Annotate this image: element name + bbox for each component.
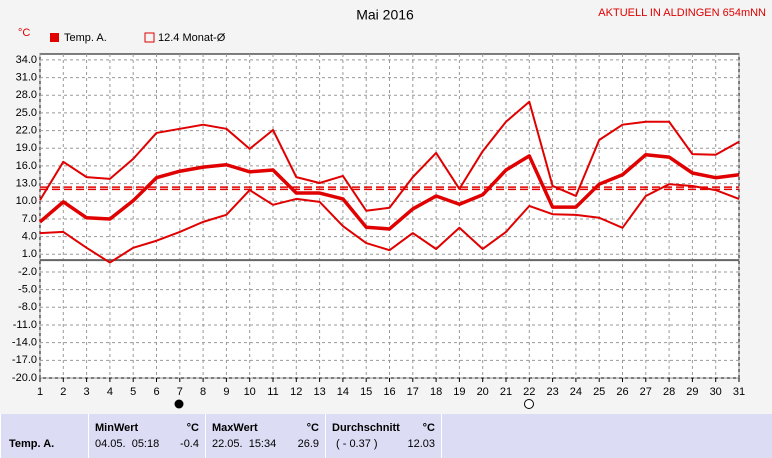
- y-tick-label: 28.0: [16, 89, 37, 101]
- x-tick-label: 11: [267, 386, 278, 398]
- x-tick-label: 17: [407, 386, 419, 398]
- legend-swatch: [50, 33, 59, 42]
- y-tick-label: 16.0: [16, 160, 37, 172]
- y-tick-label: 4.0: [22, 231, 37, 243]
- col-unit: °C: [186, 422, 199, 434]
- row-label: Temp. A.: [9, 438, 55, 450]
- y-tick-label: -2.0: [18, 266, 37, 278]
- value: 26.9: [297, 438, 319, 450]
- x-tick-label: 20: [477, 386, 489, 398]
- y-tick-label: -5.0: [18, 284, 37, 296]
- legend-swatch: [144, 32, 155, 43]
- x-tick-label: 10: [244, 386, 256, 398]
- x-tick-label: 4: [107, 386, 113, 398]
- y-tick-label: 25.0: [16, 107, 37, 119]
- x-tick-label: 12: [290, 386, 302, 398]
- table-cell: Durchschnitt °C ( - 0.37 ) 12.03: [325, 414, 441, 458]
- table-cell: MinWert °C 04.05. 05:18 -0.4: [88, 414, 205, 458]
- y-tick-label: 22.0: [16, 124, 37, 136]
- unit: °C: [18, 27, 30, 39]
- y-tick-label: 1.0: [22, 248, 37, 260]
- table-cell: Temp. A.: [0, 414, 88, 458]
- legend-label: Temp. A.: [64, 32, 107, 44]
- col-title: MaxWert: [212, 422, 258, 434]
- x-tick-label: 18: [430, 386, 442, 398]
- x-tick-label: 28: [663, 386, 675, 398]
- x-tick-label: 9: [223, 386, 229, 398]
- col-title: MinWert: [95, 422, 139, 434]
- y-tick-label: -20.0: [12, 372, 37, 384]
- x-tick-label: 29: [686, 386, 698, 398]
- x-tick-label: 19: [453, 386, 465, 398]
- time: 04.05. 05:18: [95, 438, 160, 450]
- temperature-line: [39, 183, 740, 264]
- y-tick-label: -11.0: [13, 319, 37, 331]
- x-tick-label: 31: [733, 386, 745, 398]
- x-tick-label: 5: [130, 386, 136, 398]
- y-tick-label: -17.0: [12, 354, 37, 366]
- y-tick-label: 7.0: [22, 213, 37, 225]
- time: ( - 0.37 ): [336, 438, 378, 450]
- y-tick-label: 13.0: [16, 178, 37, 190]
- x-tick-label: 21: [500, 386, 512, 398]
- x-tick-label: 24: [570, 386, 582, 398]
- chart-title: Mai 2016: [356, 7, 414, 23]
- col-unit: °C: [306, 422, 319, 434]
- x-tick-label: 15: [360, 386, 372, 398]
- value: -0.4: [180, 438, 199, 450]
- temperature-line: [38, 152, 740, 231]
- y-tick-label: -8.0: [18, 301, 37, 313]
- x-tick-label: 3: [84, 386, 90, 398]
- y-tick-label: 34.0: [16, 54, 37, 66]
- col-unit: °C: [422, 422, 435, 434]
- time: 22.05. 15:34: [212, 438, 277, 450]
- x-tick-label: 30: [710, 386, 722, 398]
- value: 12.03: [407, 438, 435, 450]
- temperature-line: [39, 100, 740, 212]
- x-tick-label: 6: [153, 386, 159, 398]
- x-tick-label: 14: [337, 386, 349, 398]
- y-tick-label: -14.0: [12, 337, 37, 349]
- x-tick-label: 22: [523, 386, 535, 398]
- x-tick-label: 13: [313, 386, 325, 398]
- x-tick-label: 1: [37, 386, 43, 398]
- x-tick-label: 7: [177, 386, 183, 398]
- chart: Mai 2016 AKTUELL IN ALDINGEN 654mNN °C T…: [12, 7, 766, 409]
- moon-icon: [524, 399, 534, 409]
- y-tick-label: 19.0: [16, 142, 37, 154]
- x-tick-label: 27: [640, 386, 652, 398]
- y-tick-label: 31.0: [16, 71, 37, 83]
- moon-icon: [174, 399, 184, 409]
- station: AKTUELL IN ALDINGEN 654mNN: [598, 7, 766, 19]
- x-tick-label: 26: [616, 386, 628, 398]
- table-cell: [441, 414, 772, 458]
- col-title: Durchschnitt: [332, 422, 400, 434]
- x-tick-label: 23: [546, 386, 558, 398]
- legend-label: 12.4 Monat-Ø: [158, 32, 226, 44]
- x-tick-label: 8: [200, 386, 206, 398]
- table-cell: MaxWert °C 22.05. 15:34 26.9: [205, 414, 325, 458]
- y-tick-label: 10.0: [16, 195, 37, 207]
- x-tick-label: 16: [383, 386, 395, 398]
- x-tick-label: 25: [593, 386, 605, 398]
- x-tick-label: 2: [60, 386, 66, 398]
